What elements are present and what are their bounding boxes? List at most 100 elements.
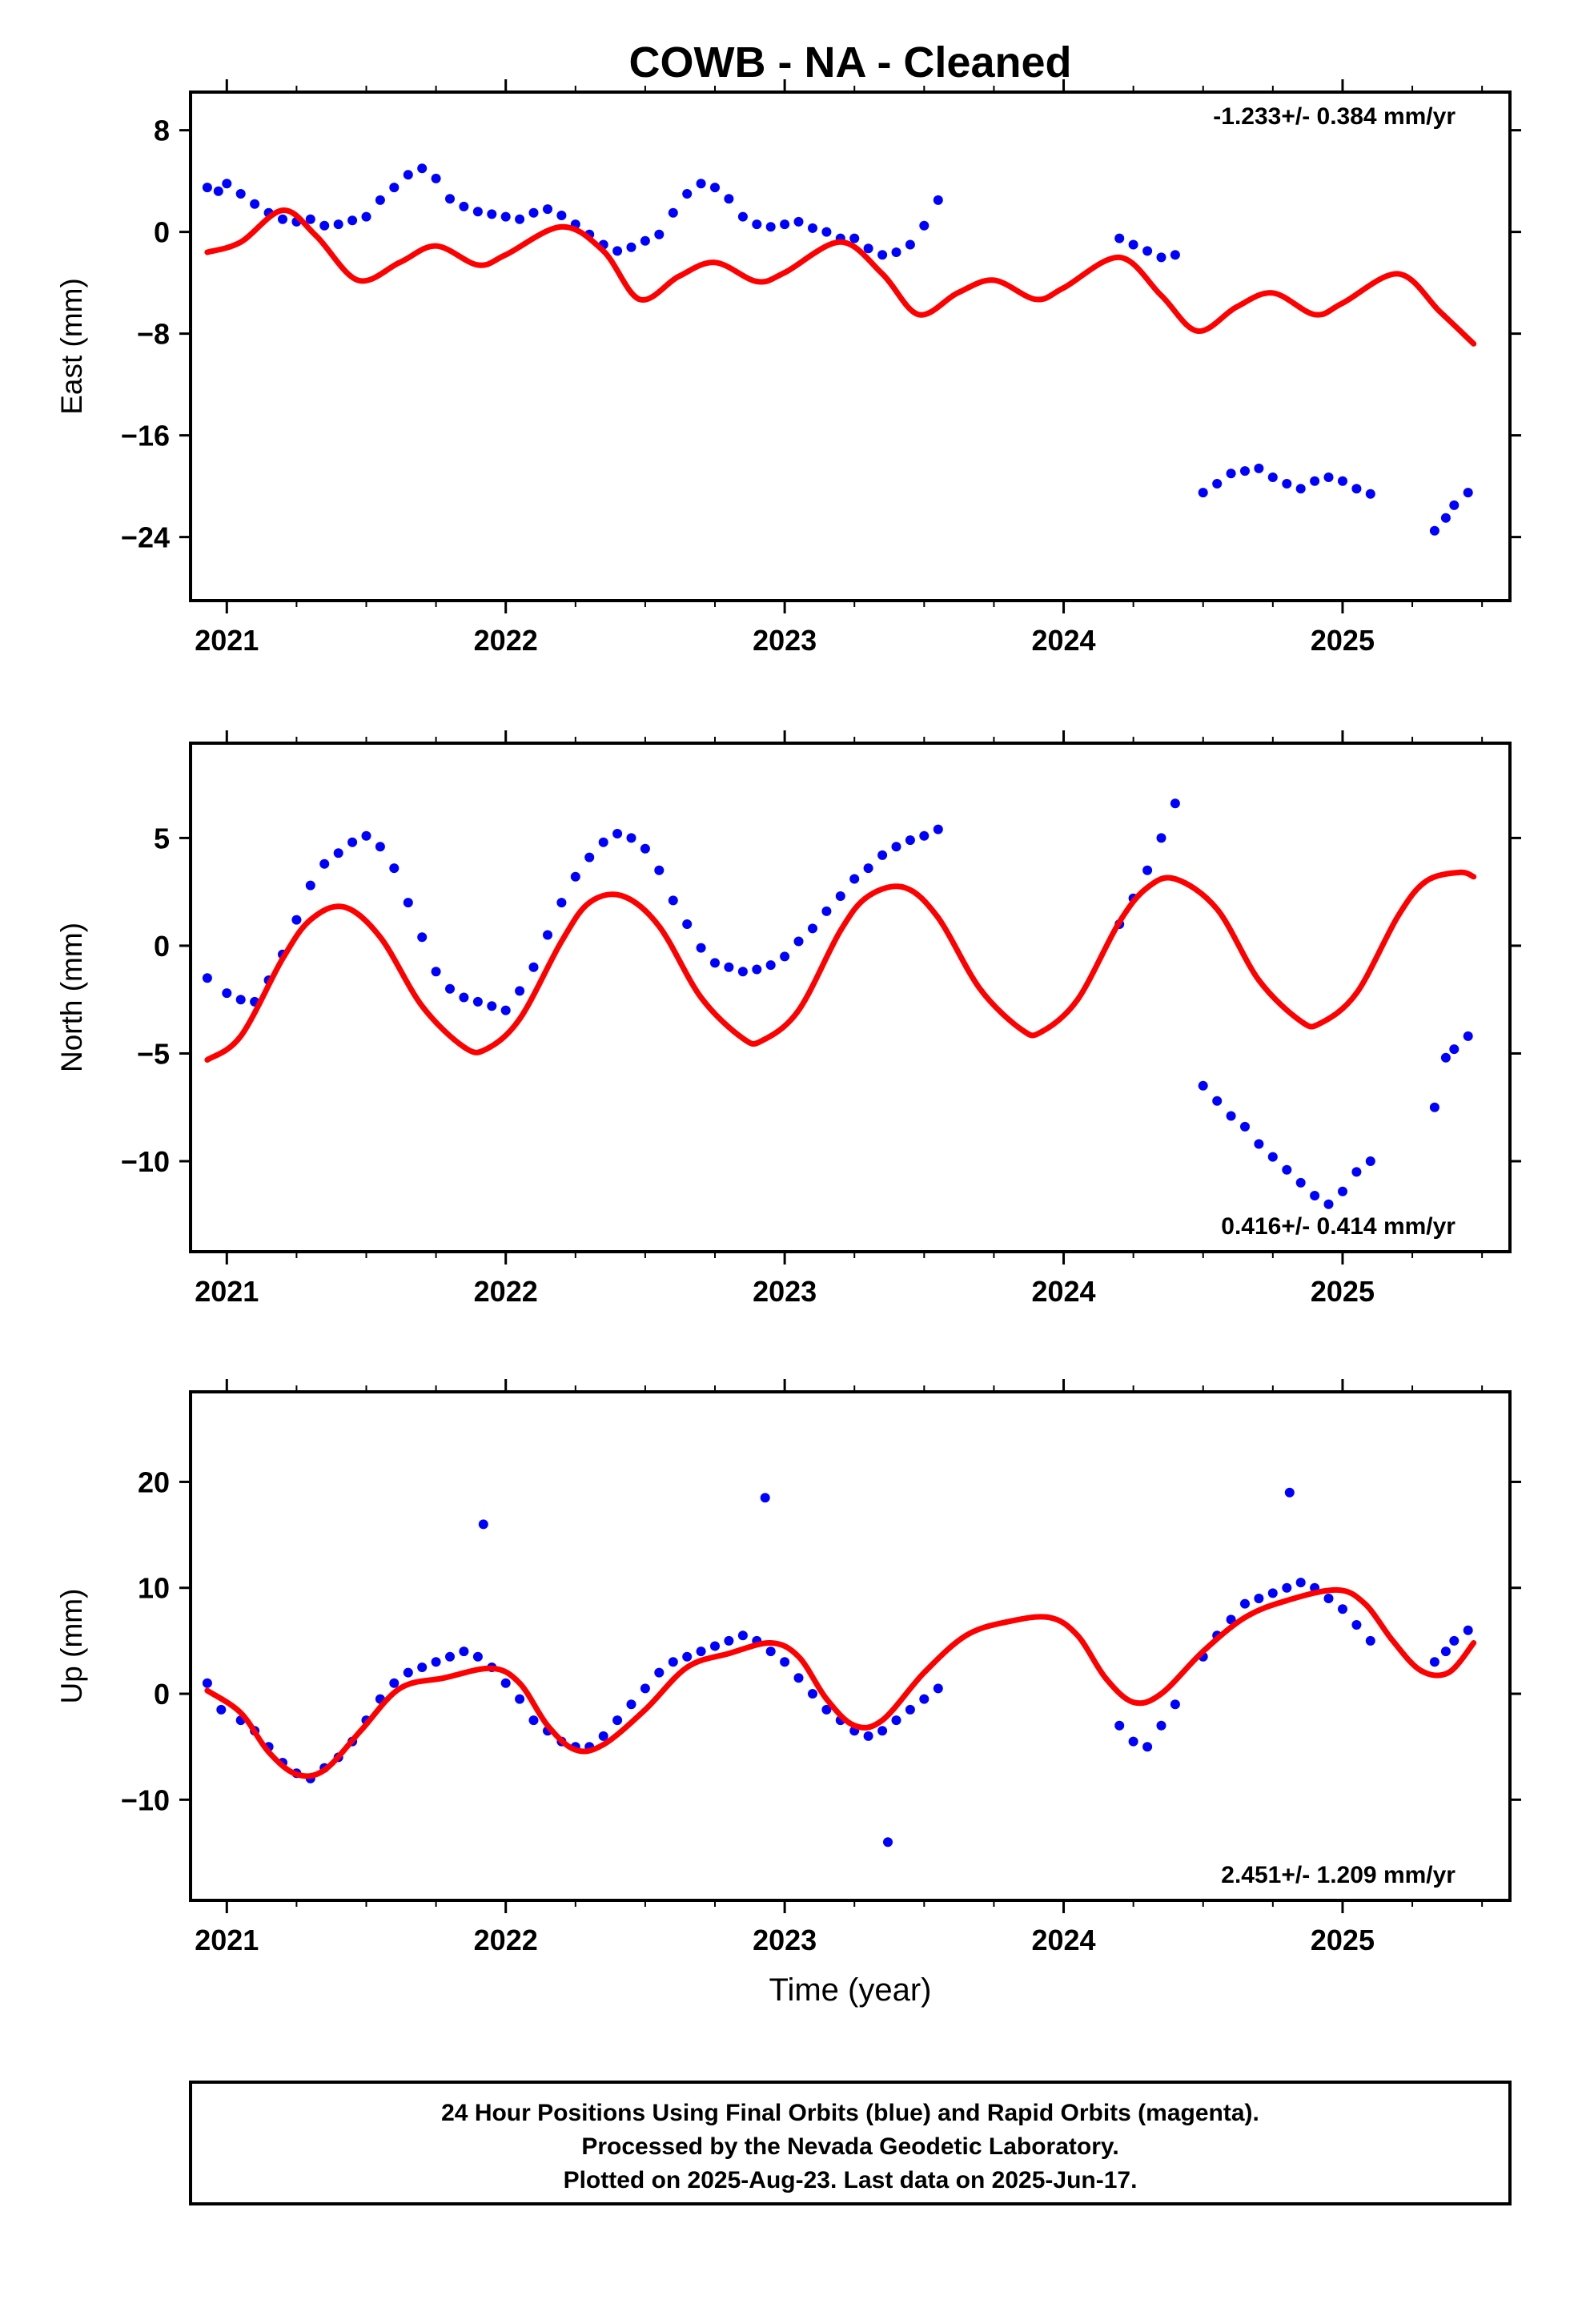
north-data-point (347, 837, 358, 847)
north-data-point (1212, 1096, 1223, 1106)
east-x-tick-label: 2023 (753, 624, 817, 657)
east-data-point (347, 215, 358, 226)
north-rate-label: 0.416+/- 0.414 mm/yr (1221, 1213, 1456, 1240)
up-data-point (696, 1647, 706, 1657)
north-data-point (1440, 1052, 1451, 1063)
up-x-tick-label: 2023 (753, 1924, 817, 1956)
east-x-tick-label: 2022 (474, 624, 538, 657)
east-x-tick-label: 2025 (1311, 624, 1375, 657)
footer-line-1: 24 Hour Positions Using Final Orbits (bl… (441, 2100, 1259, 2126)
up-data-point (724, 1635, 734, 1646)
east-x-tick-label: 2024 (1031, 624, 1095, 657)
north-data-point (291, 915, 302, 925)
east-data-point (724, 194, 734, 204)
north-data-point (724, 962, 734, 972)
up-data-point (682, 1651, 693, 1662)
panel-east: 8 0 −8 −16 −24 2021 2022 2023 2024 2025 East (mm) -… (55, 79, 1521, 657)
up-data-point (1351, 1620, 1362, 1630)
north-data-point (570, 871, 580, 882)
east-data-point (933, 195, 943, 205)
up-x-tick-label: 2024 (1031, 1924, 1095, 1956)
north-data-point (612, 829, 623, 838)
up-data-point (883, 1837, 893, 1848)
north-data-point (556, 898, 567, 908)
east-data-point (1351, 484, 1362, 494)
up-data-point (216, 1704, 227, 1715)
panels-group: 8 0 −8 −16 −24 2021 2022 2023 2024 2025 East (mm) -… (55, 79, 1521, 1956)
north-data-point (459, 992, 469, 1003)
north-y-tick-label: 5 (154, 822, 170, 854)
east-data-point (877, 250, 888, 260)
north-data-point (696, 943, 706, 953)
north-data-point (793, 936, 804, 947)
east-data-point (780, 219, 790, 230)
east-data-point (1440, 513, 1451, 523)
east-data-point (1212, 479, 1223, 489)
north-data-point (222, 988, 232, 999)
north-data-point (389, 863, 400, 874)
up-y-tick-label: 0 (154, 1678, 170, 1711)
up-data-point (933, 1683, 943, 1694)
east-data-point (849, 233, 860, 243)
east-data-point (1114, 233, 1125, 243)
north-data-point (472, 996, 483, 1007)
east-observations (202, 163, 1473, 536)
east-data-point (403, 170, 413, 180)
north-data-point (543, 930, 552, 940)
east-data-point (1295, 484, 1306, 494)
north-data-point (765, 960, 776, 971)
up-data-point (612, 1715, 623, 1726)
east-data-point (235, 189, 246, 199)
footer-line-2: Processed by the Nevada Geodetic Laborat… (581, 2133, 1118, 2160)
up-data-point (1365, 1635, 1375, 1646)
east-data-point (487, 209, 497, 219)
up-data-point (459, 1647, 469, 1657)
east-data-point (1365, 489, 1375, 499)
east-data-point (626, 242, 636, 252)
east-data-point (500, 211, 511, 222)
east-data-point (654, 229, 665, 239)
east-data-point (905, 239, 915, 250)
east-data-point (682, 189, 693, 199)
up-data-point (737, 1630, 748, 1641)
north-data-point (403, 898, 413, 908)
up-data-point (500, 1678, 511, 1688)
north-y-tick-label: −10 (121, 1145, 170, 1178)
east-data-point (1282, 479, 1292, 489)
north-x-tick-label: 2024 (1031, 1275, 1095, 1308)
up-y-tick-label: −10 (121, 1783, 170, 1816)
up-data-point (668, 1657, 678, 1667)
north-data-point (933, 824, 943, 834)
east-data-point (250, 199, 260, 209)
north-data-point (737, 967, 748, 977)
north-x-tick-label: 2021 (195, 1275, 259, 1308)
north-data-point (1282, 1164, 1292, 1175)
east-data-point (808, 223, 817, 233)
north-data-point (235, 995, 246, 1005)
x-axis-label: Time (year) (769, 1972, 932, 2008)
east-data-point (1449, 500, 1460, 510)
east-data-point (821, 227, 832, 237)
east-plot-frame (189, 90, 1512, 602)
east-data-point (1429, 525, 1439, 536)
up-data-point (1142, 1742, 1153, 1752)
north-data-point (668, 895, 678, 906)
north-data-point (1156, 833, 1166, 843)
north-y-axis-label: North (mm) (55, 923, 88, 1072)
up-data-point (1282, 1582, 1292, 1593)
north-data-point (445, 983, 455, 994)
north-data-point (528, 962, 539, 972)
north-data-point (487, 1001, 497, 1011)
up-data-point (1240, 1598, 1250, 1609)
east-data-point (1323, 472, 1334, 482)
east-data-point (1156, 252, 1166, 263)
east-data-point (891, 247, 901, 257)
up-data-point (1463, 1625, 1473, 1635)
north-x-tick-label: 2022 (474, 1275, 538, 1308)
up-data-point (793, 1673, 804, 1683)
up-data-point (403, 1667, 413, 1678)
east-y-tick-label: −8 (137, 318, 170, 351)
north-data-point (1295, 1177, 1306, 1188)
up-x-tick-label: 2025 (1311, 1924, 1375, 1956)
